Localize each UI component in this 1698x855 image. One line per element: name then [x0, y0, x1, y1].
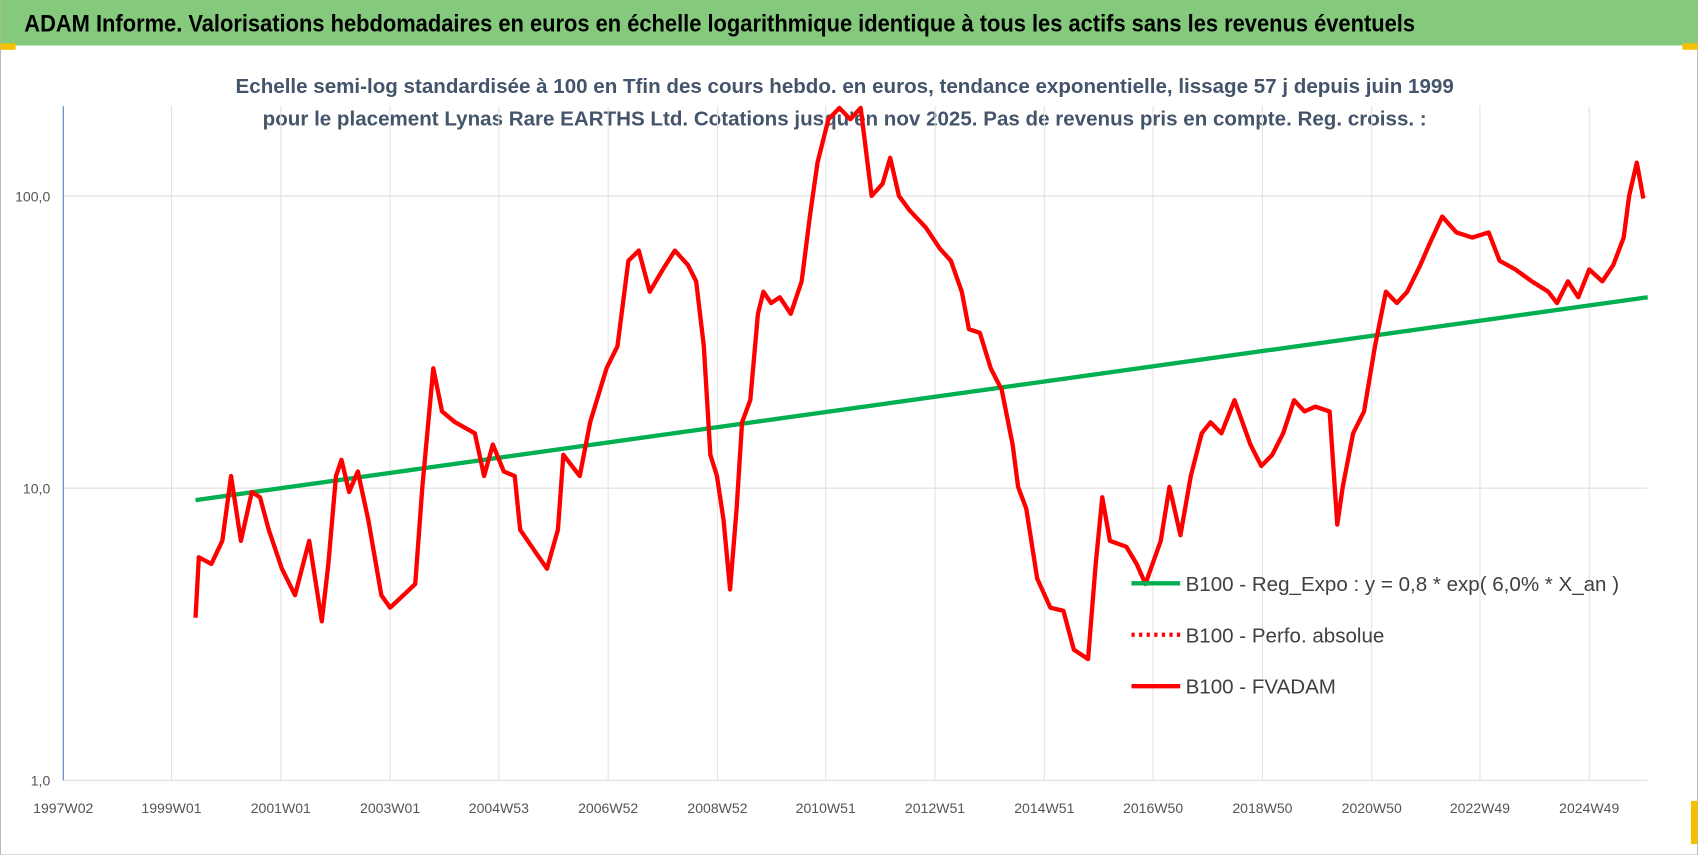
x-tick-label: 2006W52	[578, 800, 638, 816]
x-tick-label: 2018W50	[1232, 800, 1292, 816]
corner	[0, 43, 16, 50]
x-tick-label: 2016W50	[1123, 800, 1183, 816]
y-tick-label: 1,0	[31, 773, 51, 789]
legend-label: B100 - Perfo. absolue	[1186, 624, 1385, 647]
series-line	[193, 105, 1646, 662]
y-tick-label: 100,0	[15, 188, 50, 204]
x-tick-label: 2010W51	[796, 800, 856, 816]
title-box: Echelle semi-log standardisée à 100 en T…	[235, 75, 1454, 143]
series-line	[195, 295, 1649, 503]
x-tick-label: 2022W49	[1450, 800, 1510, 816]
x-tick-label: 2008W52	[687, 800, 747, 816]
chart-title: Echelle semi-log standardisée à 100 en T…	[235, 75, 1454, 143]
y-tick-label: 10,0	[23, 481, 51, 497]
x-tick-label: 1999W01	[141, 800, 201, 816]
x-tick-label: 2014W51	[1014, 800, 1074, 816]
x-tick-label: 2004W53	[469, 800, 529, 816]
x-tick-label: 2001W01	[251, 800, 311, 816]
x-tick-label: 2012W51	[905, 800, 965, 816]
x-tick-label: 2003W01	[360, 800, 420, 816]
corner	[1691, 800, 1698, 845]
legend-label: B100 - FVADAM	[1186, 676, 1336, 699]
legend-label: B100 - Reg_Expo : y = 0,8 * exp( 6,0% * …	[1186, 573, 1619, 596]
x-tick-label: 1997W02	[33, 800, 93, 816]
header-band	[0, 0, 1698, 46]
x-tick-label: 2020W50	[1342, 800, 1402, 816]
header-title: ADAM Informe. Valorisations hebdomadaire…	[24, 10, 1415, 37]
x-tick-label: 2024W49	[1559, 800, 1619, 816]
corner	[1682, 43, 1698, 50]
